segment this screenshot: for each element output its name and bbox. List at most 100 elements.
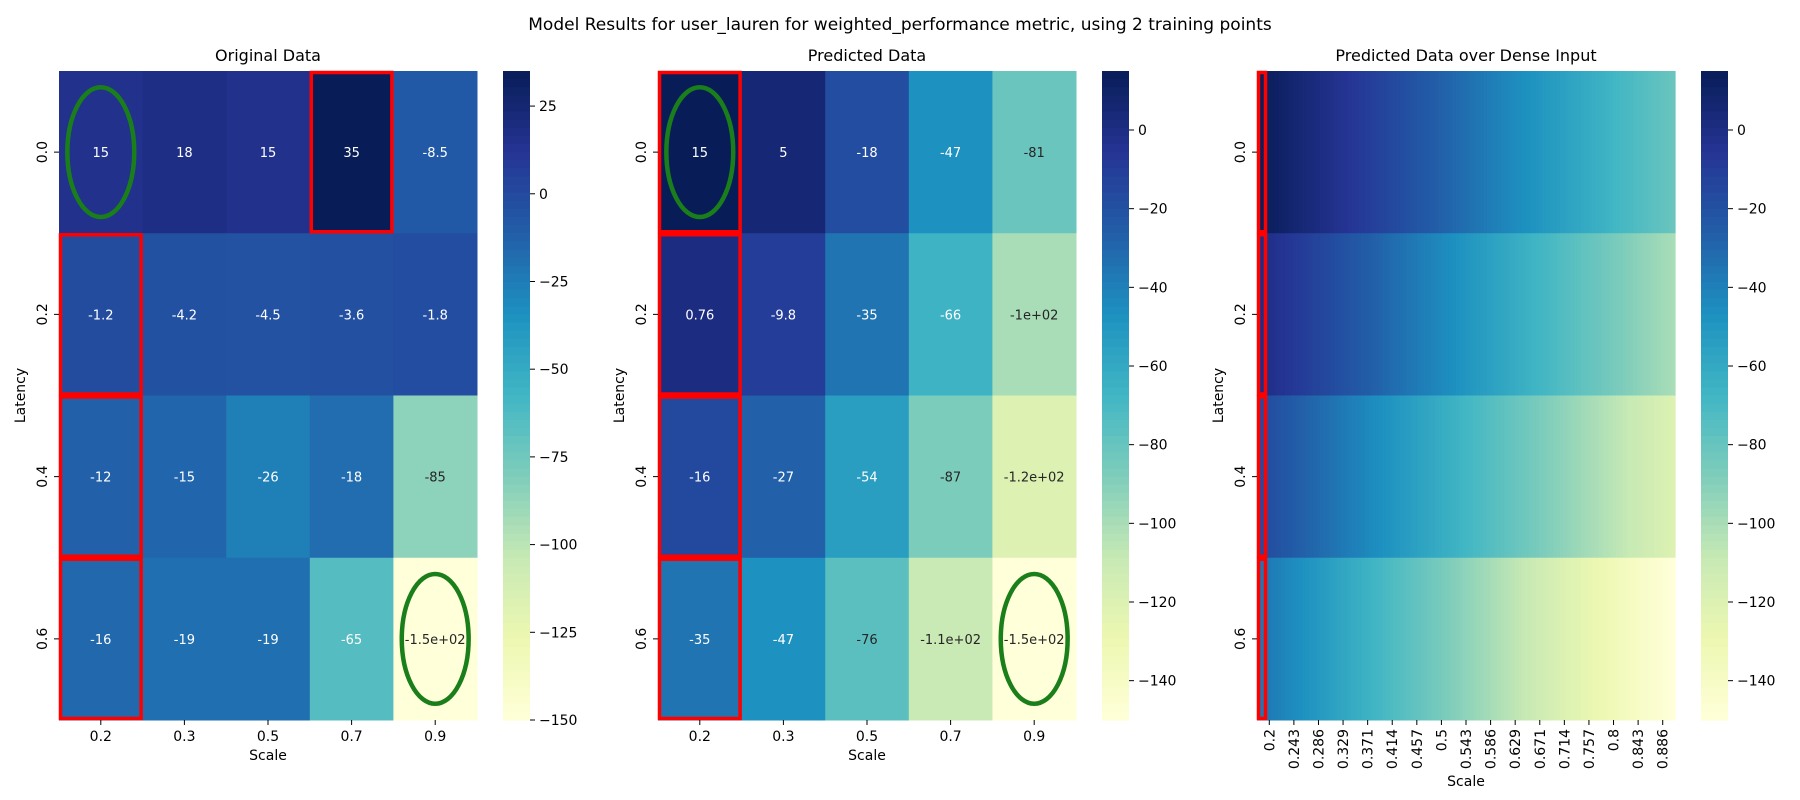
dense-heatmap-strip	[1500, 71, 1505, 234]
dense-heatmap-strip	[1344, 71, 1349, 234]
colorbar-segment	[1102, 484, 1129, 494]
colorbar-segment	[503, 476, 530, 486]
dense-heatmap-strip	[1661, 395, 1666, 559]
dense-heatmap-strip	[1629, 557, 1634, 721]
dense-heatmap-strip	[1326, 71, 1331, 234]
colorbar-segment	[503, 573, 530, 583]
dense-heatmap-strip	[1483, 71, 1488, 234]
colorbar-segment	[1701, 711, 1728, 721]
dense-heatmap-strip	[1298, 557, 1303, 721]
colorbar-segment	[1102, 217, 1129, 226]
dense-heatmap-strip	[1636, 71, 1641, 234]
dense-heatmap-strip	[1385, 557, 1390, 721]
colorbar-segment	[503, 265, 530, 275]
colorbar-segment	[1701, 338, 1728, 348]
dense-heatmap-strip	[1323, 233, 1328, 396]
dense-heatmap-strip	[1445, 557, 1450, 721]
colorbar-tick-label: 25	[539, 99, 557, 115]
colorbar-segment	[1102, 363, 1129, 372]
dense-heatmap-strip	[1445, 71, 1450, 234]
colorbar-segment	[503, 208, 530, 218]
dense-heatmap-strip	[1504, 71, 1509, 234]
colorbar-segment	[503, 225, 530, 234]
colorbar-segment	[1102, 298, 1129, 307]
dense-heatmap-strip	[1284, 395, 1289, 559]
colorbar-segment	[503, 330, 530, 340]
colorbar-segment	[1102, 371, 1129, 380]
dense-heatmap-strip	[1504, 395, 1509, 559]
dense-heatmap-strip	[1351, 71, 1356, 234]
dense-heatmap-strip	[1340, 557, 1345, 721]
colorbar-segment	[1701, 363, 1728, 372]
dense-heatmap-strip	[1452, 557, 1457, 721]
dense-heatmap-strip	[1671, 395, 1676, 559]
heatmap-cell	[226, 395, 311, 559]
heatmap-cell	[992, 557, 1077, 721]
dense-heatmap-strip	[1563, 557, 1568, 721]
dense-heatmap-strip	[1330, 395, 1335, 559]
dense-heatmap-strip	[1472, 557, 1478, 721]
dense-heatmap-strip	[1452, 395, 1457, 559]
dense-heatmap-strip	[1354, 233, 1359, 396]
colorbar-segment	[1701, 208, 1728, 218]
dense-heatmap-strip	[1382, 233, 1387, 396]
colorbar-tick-label: −50	[539, 362, 569, 378]
dense-heatmap-strip	[1417, 395, 1422, 559]
dense-heatmap-strip	[1469, 71, 1474, 234]
colorbar-segment	[1701, 557, 1728, 567]
cell-value-label: 15	[260, 146, 277, 161]
colorbar-segment	[503, 395, 530, 405]
x-tick-label: 0.543	[1459, 729, 1475, 769]
dense-heatmap-strip	[1608, 395, 1613, 559]
colorbar-segment	[1102, 452, 1129, 461]
colorbar-segment	[1701, 119, 1728, 129]
dense-heatmap-strip	[1591, 557, 1596, 721]
dense-heatmap-strip	[1326, 233, 1331, 396]
highlight-circle	[998, 571, 1070, 707]
dense-heatmap-strip	[1535, 395, 1540, 559]
dense-heatmap-strip	[1434, 395, 1439, 559]
heatmap-cell	[309, 557, 394, 721]
dense-heatmap-strip	[1605, 395, 1610, 559]
dense-heatmap-strip	[1497, 233, 1502, 396]
heatmap-cell	[59, 71, 144, 234]
y-axis-label: Latency	[13, 368, 29, 423]
colorbar-segment	[1701, 630, 1728, 640]
colorbar-segment	[1102, 590, 1129, 599]
dense-heatmap-strip	[1396, 395, 1401, 559]
colorbar-segment	[1102, 208, 1129, 218]
colorbar-segment	[1701, 436, 1728, 445]
dense-heatmap-strip	[1277, 71, 1282, 234]
colorbar-segment	[1102, 314, 1129, 324]
colorbar-segment	[503, 257, 530, 267]
colorbar-segment	[1102, 436, 1129, 445]
cell-value-label: -19	[257, 633, 278, 648]
colorbar-segment	[1102, 703, 1129, 713]
colorbar-segment	[503, 233, 530, 242]
colorbar-segment	[1102, 573, 1129, 583]
dense-heatmap-strip	[1445, 395, 1450, 559]
dense-heatmap-strip	[1344, 395, 1349, 559]
x-tick-label: 0.3	[173, 729, 195, 745]
colorbar-tick-label: −125	[539, 625, 577, 641]
colorbar-segment	[1102, 322, 1129, 332]
dense-heatmap-strip	[1542, 557, 1547, 721]
dense-heatmap-strip	[1532, 233, 1537, 396]
colorbar-segment	[1102, 338, 1129, 348]
colorbar-segment	[503, 436, 530, 445]
dense-heatmap-strip	[1654, 395, 1659, 559]
dense-heatmap-strip	[1546, 71, 1551, 234]
dense-heatmap-strip	[1431, 233, 1436, 396]
dense-heatmap-strip	[1312, 71, 1317, 234]
dense-heatmap-strip	[1580, 395, 1586, 559]
dense-heatmap-strip	[1281, 557, 1286, 721]
dense-heatmap-strip	[1584, 71, 1589, 234]
heatmap-panel-2: Predicted Data 15 5 -18 -47 -81 0.76 -9.8 -35 -66…	[612, 46, 1176, 764]
dense-heatmap-strip	[1316, 233, 1321, 396]
colorbar-segment	[1102, 95, 1129, 105]
dense-heatmap-strip	[1619, 557, 1624, 721]
highlight-circle	[399, 571, 471, 707]
dense-heatmap-strip	[1445, 233, 1450, 396]
x-tick-label: 0.7	[340, 729, 362, 745]
dense-heatmap-strip	[1277, 557, 1282, 721]
